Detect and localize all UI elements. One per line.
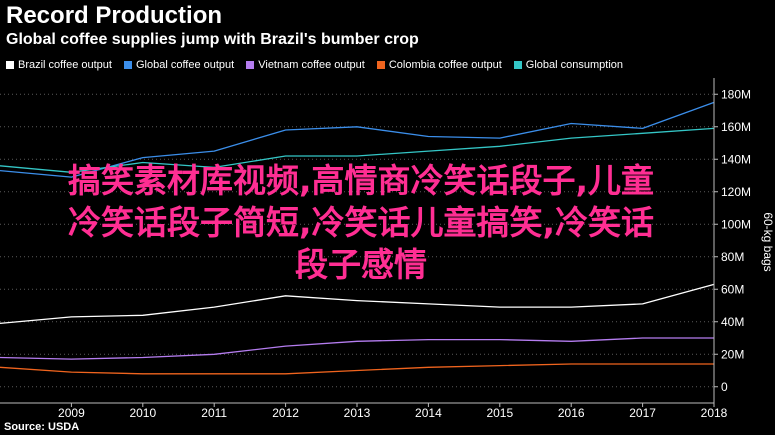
x-tick-label: 2012 <box>272 406 299 420</box>
series-lines <box>0 101 715 375</box>
gridlines <box>0 93 714 388</box>
series-line-vietnam <box>0 337 714 360</box>
x-tick-label: 2017 <box>629 406 656 420</box>
legend-swatch-global-output <box>123 61 132 69</box>
legend-label-colombia: Colombia coffee output <box>388 59 502 71</box>
legend-swatch-brazil <box>6 61 14 69</box>
chart-title: Record Production <box>6 2 223 29</box>
y-tick-label: 80M <box>721 250 744 264</box>
legend-item-vietnam: Vietnam coffee output <box>246 59 365 71</box>
y-axis-label: 60-kg bags <box>761 212 775 271</box>
x-tick-label: 2009 <box>58 406 85 420</box>
y-tick-label: 60M <box>721 282 744 296</box>
legend-label-global-output: Global coffee output <box>135 59 235 71</box>
x-tick-label: 2014 <box>415 406 442 420</box>
x-tick-label: 2018 <box>701 406 728 420</box>
series-line-consumption <box>0 127 715 173</box>
legend-item-consumption: Global consumption <box>513 59 624 71</box>
x-tick-label: 2016 <box>558 406 585 420</box>
y-tick-label: 0 <box>721 380 728 394</box>
legend-label-vietnam: Vietnam coffee output <box>258 59 365 71</box>
legend-swatch-vietnam <box>246 61 255 69</box>
x-axis: 2009 2010 2011 2012 2013 2014 2015 2016 2017 2018 <box>0 402 728 420</box>
y-tick-label: 100M <box>721 217 751 231</box>
y-tick-label: 180M <box>721 87 751 101</box>
x-tick-label: 2013 <box>344 406 371 420</box>
legend-item-brazil: Brazil coffee output <box>6 59 112 71</box>
x-tick-label: 2015 <box>486 406 513 420</box>
y-tick-label: 40M <box>721 315 744 329</box>
x-tick-label: 2011 <box>201 406 227 420</box>
y-axis: 0 20M 40M 60M 80M 100M 120M 140M 160M 180M <box>713 78 751 403</box>
y-tick-label: 120M <box>721 185 751 199</box>
x-tick-label: 2010 <box>129 406 156 420</box>
source-note: Source: USDA <box>4 421 80 433</box>
chart-subtitle: Global coffee supplies jump with Brazil'… <box>6 31 419 48</box>
legend-swatch-consumption <box>513 61 522 69</box>
series-line-colombia <box>0 363 714 375</box>
y-tick-label: 140M <box>721 152 751 166</box>
legend-item-global-output: Global coffee output <box>123 59 235 71</box>
legend-label-brazil: Brazil coffee output <box>18 59 112 71</box>
legend: Brazil coffee output Global coffee outpu… <box>6 58 635 72</box>
y-tick-label: 20M <box>721 347 744 361</box>
series-line-global-output <box>0 101 715 178</box>
series-line-brazil <box>0 283 715 325</box>
legend-swatch-colombia <box>376 61 385 69</box>
legend-item-colombia: Colombia coffee output <box>376 59 502 71</box>
legend-label-consumption: Global consumption <box>525 59 624 71</box>
y-tick-label: 160M <box>721 120 751 134</box>
